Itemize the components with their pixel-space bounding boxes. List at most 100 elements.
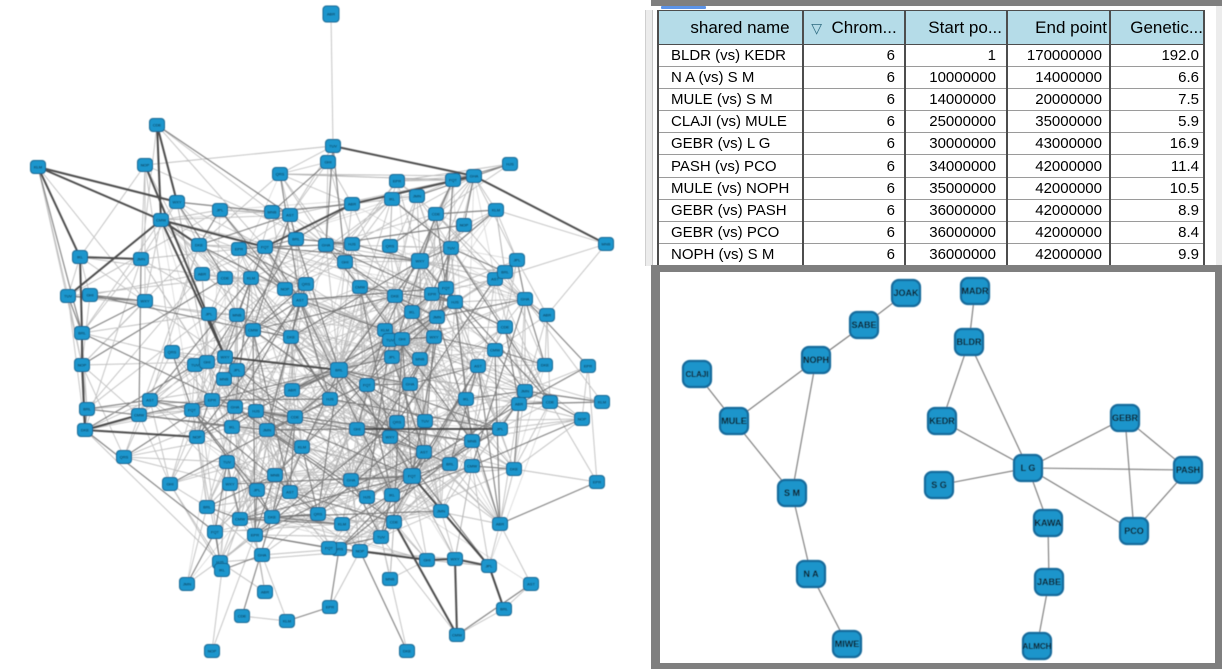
svg-text:HJS: HJS bbox=[216, 560, 224, 565]
svg-text:DKE: DKE bbox=[510, 467, 519, 472]
svg-text:JMN: JMN bbox=[137, 257, 145, 262]
svg-text:MNB: MNB bbox=[271, 473, 280, 478]
svg-text:KLM: KLM bbox=[338, 522, 346, 527]
svg-text:NOP: NOP bbox=[281, 287, 290, 292]
svg-text:QRS: QRS bbox=[393, 420, 402, 425]
svg-text:QRS: QRS bbox=[276, 172, 285, 177]
svg-text:ABR: ABR bbox=[261, 590, 269, 595]
svg-text:ABR: ABR bbox=[543, 313, 551, 318]
svg-text:QRS: QRS bbox=[302, 282, 311, 287]
svg-text:KLM: KLM bbox=[247, 276, 255, 281]
svg-text:MNB: MNB bbox=[416, 357, 425, 362]
svg-text:FQT: FQT bbox=[449, 178, 458, 183]
svg-text:EPR: EPR bbox=[593, 480, 601, 485]
svg-text:CMW: CMW bbox=[248, 328, 258, 333]
svg-text:KLM: KLM bbox=[492, 208, 500, 213]
svg-text:ABR: ABR bbox=[288, 388, 296, 393]
svg-text:AST: AST bbox=[527, 582, 535, 587]
svg-text:JPL: JPL bbox=[254, 488, 262, 493]
svg-text:CMW: CMW bbox=[134, 413, 144, 418]
svg-text:WXY: WXY bbox=[172, 200, 181, 205]
svg-text:PASH: PASH bbox=[1176, 465, 1200, 475]
svg-text:JMN: JMN bbox=[263, 428, 271, 433]
svg-text:CDE: CDE bbox=[291, 415, 300, 420]
svg-text:DKE: DKE bbox=[391, 294, 400, 299]
svg-text:GHA: GHA bbox=[231, 405, 240, 410]
svg-text:BRL: BRL bbox=[500, 607, 509, 612]
svg-text:GHA: GHA bbox=[258, 553, 267, 558]
svg-text:IKL: IKL bbox=[229, 425, 236, 430]
svg-text:CDE: CDE bbox=[238, 614, 247, 619]
svg-text:AST: AST bbox=[420, 450, 428, 455]
svg-text:NOP: NOP bbox=[578, 417, 587, 422]
svg-text:GHI: GHI bbox=[341, 260, 348, 265]
svg-text:EPR: EPR bbox=[584, 364, 592, 369]
svg-text:AST: AST bbox=[146, 398, 154, 403]
svg-text:FQT: FQT bbox=[261, 245, 270, 250]
svg-text:NOP: NOP bbox=[141, 163, 150, 168]
svg-text:KLM: KLM bbox=[598, 400, 606, 405]
svg-text:JPL: JPL bbox=[514, 258, 522, 263]
svg-text:EPR: EPR bbox=[251, 533, 259, 538]
svg-text:CDE: CDE bbox=[390, 520, 399, 525]
svg-text:DKE: DKE bbox=[541, 363, 550, 368]
svg-text:EPR: EPR bbox=[235, 247, 243, 252]
svg-text:TUV: TUV bbox=[64, 294, 72, 299]
svg-text:ABR: ABR bbox=[496, 522, 504, 527]
svg-text:JPL: JPL bbox=[486, 564, 494, 569]
svg-text:IKL: IKL bbox=[77, 255, 84, 260]
svg-text:TUV: TUV bbox=[447, 246, 455, 251]
svg-text:MNB: MNB bbox=[233, 313, 242, 318]
svg-text:S M: S M bbox=[784, 488, 800, 498]
svg-text:BRL: BRL bbox=[292, 237, 301, 242]
svg-text:ALMCH: ALMCH bbox=[1023, 642, 1052, 651]
svg-text:GEBR: GEBR bbox=[1112, 413, 1139, 423]
svg-text:GHA: GHA bbox=[347, 478, 356, 483]
svg-text:DKE: DKE bbox=[268, 515, 277, 520]
svg-text:MNB: MNB bbox=[220, 377, 229, 382]
svg-text:GHI: GHI bbox=[353, 427, 360, 432]
svg-text:BRL: BRL bbox=[78, 331, 87, 336]
svg-text:WXY: WXY bbox=[220, 355, 229, 360]
svg-text:FQT: FQT bbox=[211, 530, 220, 535]
svg-text:QRS: QRS bbox=[314, 512, 323, 517]
svg-text:WXY: WXY bbox=[415, 259, 424, 264]
svg-text:S G: S G bbox=[931, 480, 947, 490]
svg-text:JMN: JMN bbox=[437, 509, 445, 514]
svg-text:IKL: IKL bbox=[463, 397, 470, 402]
svg-text:TUV: TUV bbox=[191, 363, 199, 368]
svg-text:GHA: GHA bbox=[470, 174, 479, 179]
svg-text:MNB: MNB bbox=[468, 439, 477, 444]
svg-text:IKL: IKL bbox=[389, 197, 396, 202]
svg-text:GHA: GHA bbox=[406, 382, 415, 387]
svg-text:GHA: GHA bbox=[521, 297, 530, 302]
svg-text:N A: N A bbox=[803, 569, 819, 579]
svg-text:JOAK: JOAK bbox=[893, 288, 919, 298]
svg-text:MNB: MNB bbox=[268, 210, 277, 215]
svg-text:SABE: SABE bbox=[851, 320, 876, 330]
svg-text:BRL: BRL bbox=[203, 505, 212, 510]
svg-text:MADR: MADR bbox=[962, 286, 989, 296]
svg-text:KLM: KLM bbox=[298, 445, 306, 450]
svg-text:MNB: MNB bbox=[386, 577, 395, 582]
svg-text:BLDR: BLDR bbox=[957, 337, 982, 347]
svg-text:EPR: EPR bbox=[428, 292, 436, 297]
svg-text:AST: AST bbox=[491, 277, 499, 282]
svg-text:CDE: CDE bbox=[153, 123, 162, 128]
svg-text:KAWA: KAWA bbox=[1035, 518, 1063, 528]
svg-text:EPR: EPR bbox=[208, 398, 216, 403]
svg-text:ABR: ABR bbox=[515, 402, 523, 407]
svg-text:MULE: MULE bbox=[721, 416, 747, 426]
svg-text:GHI: GHI bbox=[423, 558, 430, 563]
svg-text:BRL: BRL bbox=[83, 407, 92, 412]
svg-text:BRL: BRL bbox=[501, 270, 510, 275]
svg-text:FQT: FQT bbox=[363, 383, 372, 388]
svg-text:DKE: DKE bbox=[403, 649, 412, 654]
svg-text:CMW: CMW bbox=[490, 348, 500, 353]
svg-text:WXY: WXY bbox=[225, 482, 234, 487]
svg-text:GHI: GHI bbox=[86, 293, 93, 298]
svg-text:PCO: PCO bbox=[1124, 526, 1144, 536]
svg-text:TUV: TUV bbox=[386, 338, 394, 343]
svg-text:GHI: GHI bbox=[166, 482, 173, 487]
svg-text:IKL: IKL bbox=[409, 310, 416, 315]
